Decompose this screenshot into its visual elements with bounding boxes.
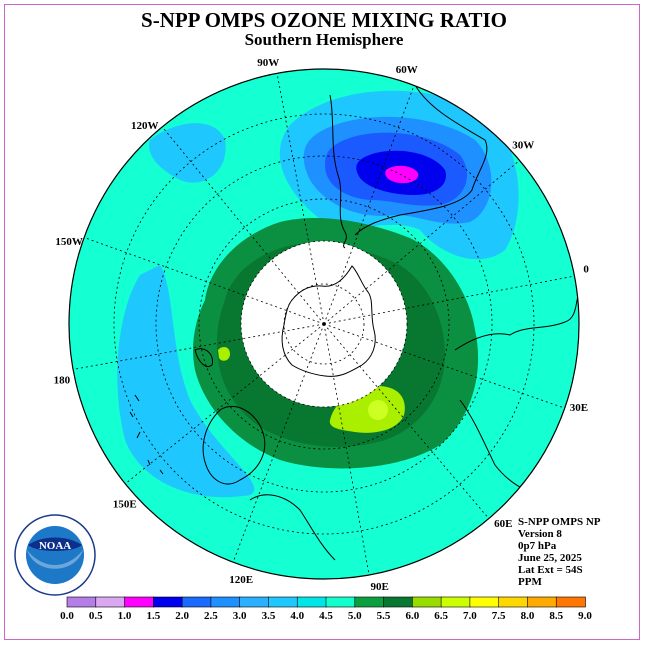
colorbar-tick-label: 5.5 <box>377 610 391 622</box>
colorbar-swatch <box>354 596 385 608</box>
ozone-patch-yellow-green-small <box>218 346 230 361</box>
colorbar-swatch <box>498 596 529 608</box>
longitude-labels: 90W 60W 30W 0 30E 60E 90E 120E 150E 180 150W 120W <box>54 57 590 593</box>
longitude-label: 180 <box>54 375 71 387</box>
ozone-band-light-blue-nw <box>149 123 226 183</box>
map-frame <box>4 4 640 640</box>
colorbar-swatch <box>527 596 558 608</box>
colorbar-swatch <box>268 596 299 608</box>
colorbar-tick-label: 5.0 <box>348 610 362 622</box>
colorbar-tick-label: 7.0 <box>463 610 477 622</box>
colorbar-tick-label: 4.5 <box>319 610 333 622</box>
colorbar-tick-label: 0.5 <box>89 610 103 622</box>
colorbar-swatch <box>95 596 126 608</box>
colorbar-tick-label: 7.5 <box>492 610 506 622</box>
info-line: PPM <box>518 576 542 588</box>
longitude-label: 30E <box>570 402 588 414</box>
info-block: S-NPP OMPS NP Version 8 0p7 hPa June 25, 20… <box>518 516 601 588</box>
colorbar-swatch <box>153 596 183 608</box>
noaa-logo-text: NOAA <box>39 540 71 552</box>
colorbar-swatch <box>210 596 241 608</box>
colorbar-tick-label: 2.0 <box>175 610 189 622</box>
graticule <box>69 72 579 579</box>
longitude-label: 0 <box>583 263 589 275</box>
colorbar-tick-label: 3.0 <box>233 610 247 622</box>
longitude-label: 120E <box>229 574 253 586</box>
colorbar-tick-label: 8.0 <box>521 610 535 622</box>
colorbar-tick-label: 4.0 <box>290 610 304 622</box>
colorbar-tick-label: 0.0 <box>60 610 74 622</box>
info-line: S-NPP OMPS NP <box>518 516 601 528</box>
map-title: S-NPP OMPS OZONE MIXING RATIO <box>141 8 507 32</box>
colorbar-tick-label: 1.0 <box>118 610 132 622</box>
colorbar-swatch <box>469 596 500 608</box>
longitude-label: 120W <box>131 120 159 132</box>
colorbar-tick-label: 8.5 <box>549 610 563 622</box>
colorbar-swatch <box>412 596 442 608</box>
colorbar: 0.0 0.5 1.0 1.5 2.0 2.5 3.0 3.5 4.0 4.5 5.0 5.5 6.0 6… <box>60 596 592 622</box>
longitude-label: 150W <box>55 236 83 248</box>
colorbar-swatch <box>383 596 414 608</box>
colorbar-swatch <box>239 596 270 608</box>
colorbar-tick-label: 6.5 <box>434 610 448 622</box>
map-subtitle: Southern Hemisphere <box>244 30 404 49</box>
longitude-label: 60E <box>494 518 512 530</box>
ozone-band-light-blue-west <box>117 265 255 498</box>
colorbar-swatch <box>296 596 327 608</box>
longitude-label: 90W <box>257 57 279 69</box>
noaa-logo: NOAA <box>14 514 96 596</box>
colorbar-swatch <box>124 596 155 608</box>
colorbar-swatch <box>325 596 356 608</box>
colorbar-swatch <box>181 596 212 608</box>
colorbar-tick-label: 2.5 <box>204 610 218 622</box>
colorbar-tick-label: 3.5 <box>262 610 276 622</box>
longitude-label: 60W <box>396 64 418 76</box>
colorbar-swatch <box>66 596 97 608</box>
longitude-label: 30W <box>512 140 534 152</box>
longitude-label: 90E <box>371 581 389 593</box>
info-line: 0p7 hPa <box>518 540 557 552</box>
info-line: Lat Ext = 54S <box>518 564 583 576</box>
info-line: Version 8 <box>518 528 562 540</box>
ozone-field <box>69 69 579 579</box>
colorbar-tick-label: 1.5 <box>146 610 160 622</box>
ozone-max-magenta <box>385 165 419 184</box>
colorbar-swatch <box>555 596 586 608</box>
south-pole-marker <box>322 322 326 326</box>
colorbar-swatch <box>440 596 471 608</box>
info-line: June 25, 2025 <box>518 552 582 564</box>
colorbar-tick-label: 9.0 <box>578 610 592 622</box>
coastlines <box>129 84 579 561</box>
colorbar-tick-label: 6.0 <box>405 610 419 622</box>
map-boundary <box>68 68 580 580</box>
ozone-patch-inner <box>368 400 388 420</box>
longitude-label: 150E <box>113 498 137 510</box>
